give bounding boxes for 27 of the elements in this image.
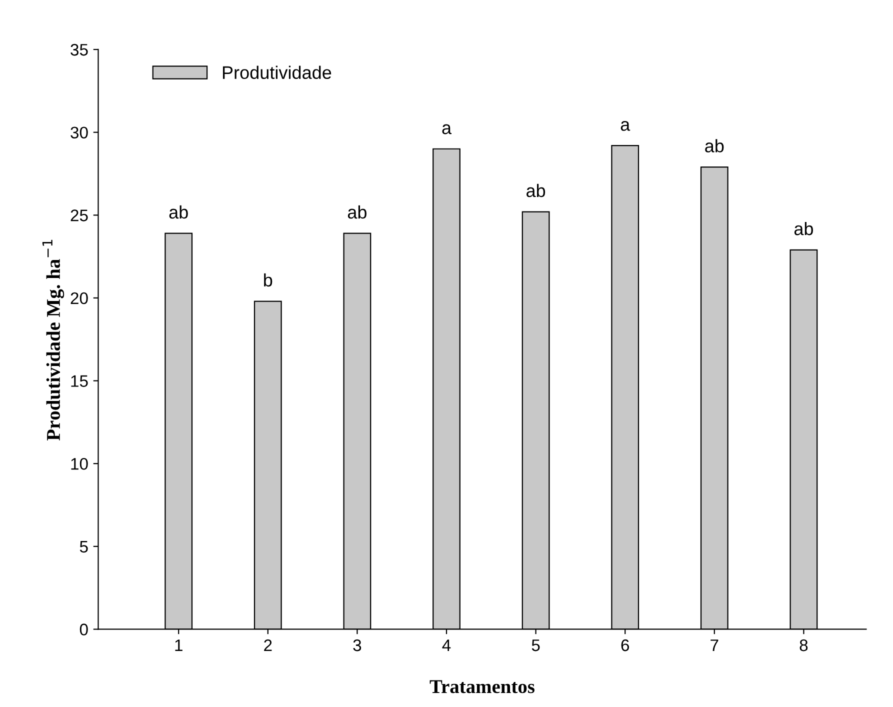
y-tick-label: 35 bbox=[70, 44, 88, 56]
data-label: b bbox=[264, 273, 272, 287]
y-tick-label: 10 bbox=[71, 458, 88, 470]
x-axis-title: Tratamentos bbox=[430, 680, 534, 694]
x-tick-label: 3 bbox=[353, 639, 362, 652]
y-tick-label: 20 bbox=[70, 292, 88, 304]
y-tick-label: 25 bbox=[70, 210, 88, 222]
x-tick-label: 4 bbox=[442, 640, 451, 652]
x-tick-label: 2 bbox=[264, 639, 272, 652]
data-label: ab bbox=[348, 205, 366, 219]
x-tick-label: 1 bbox=[175, 640, 182, 652]
y-tick-label: 5 bbox=[80, 540, 88, 553]
data-label: ab bbox=[526, 184, 546, 198]
y-tick-label: 0 bbox=[80, 624, 88, 636]
y-tick-label: 15 bbox=[71, 375, 88, 387]
data-label: ab bbox=[705, 139, 724, 152]
data-label: ab bbox=[794, 222, 813, 236]
y-axis-title: Produtividade Mg. ha$^{−1}$ bbox=[42, 240, 64, 441]
data-label: ab bbox=[169, 205, 188, 219]
x-tick-label: 6 bbox=[621, 639, 629, 652]
x-tick-label: 7 bbox=[710, 640, 718, 652]
y-tick-label: 30 bbox=[70, 126, 88, 139]
legend-label: Produtividade bbox=[222, 66, 332, 79]
x-tick-label: 8 bbox=[800, 639, 808, 652]
x-tick-label: 5 bbox=[532, 640, 540, 652]
data-label: a bbox=[620, 120, 630, 131]
data-label: a bbox=[442, 124, 452, 134]
